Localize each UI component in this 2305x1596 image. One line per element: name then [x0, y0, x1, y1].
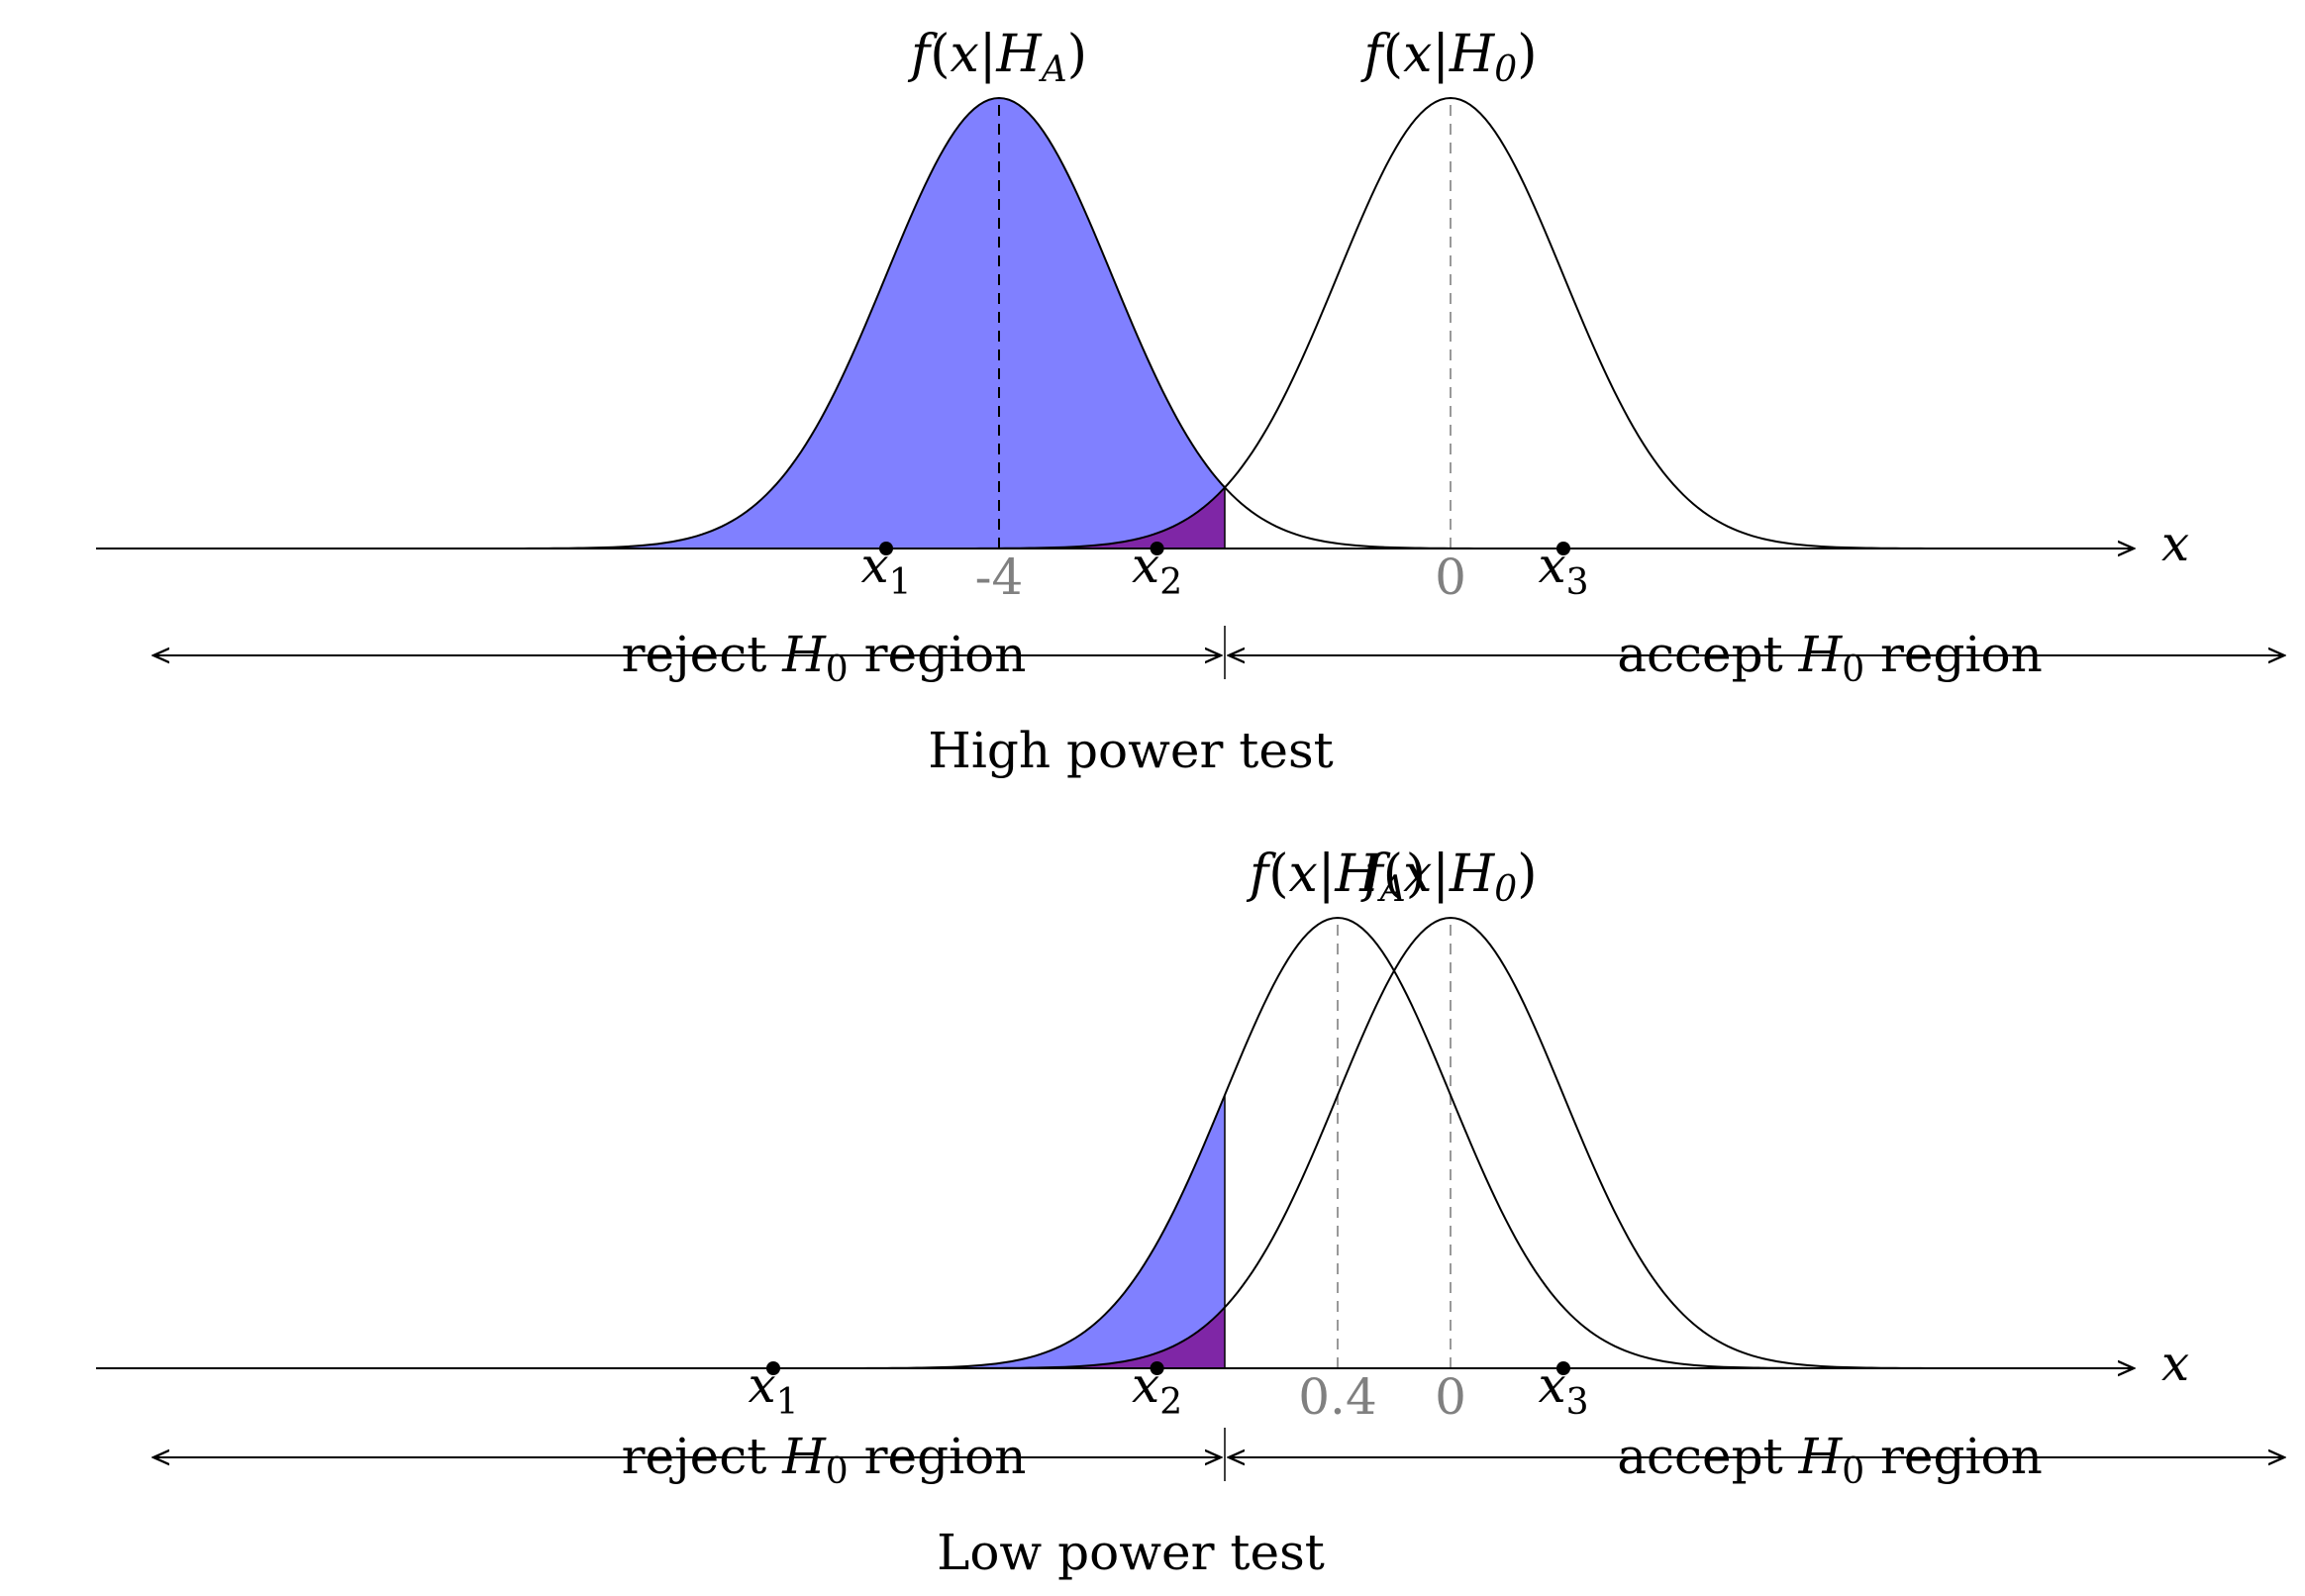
point-x1	[879, 542, 893, 555]
overlap-area	[886, 487, 1225, 549]
point-label-x2: x2	[1132, 1356, 1182, 1423]
x-axis-label: x	[2161, 1335, 2189, 1392]
reject-region-label: reject H0 region	[622, 1428, 1027, 1492]
null-density-curve	[807, 916, 2094, 1369]
alternative-density-curve	[355, 96, 1643, 549]
alternative-rejection-area	[435, 98, 1225, 549]
point-label-x1: x1	[748, 1356, 798, 1423]
point-x2	[1150, 542, 1164, 555]
panel-low-power: x 0.4 0 x1 x2 x3 f(x|HA)f(x|H0) reject H0 regio…	[96, 845, 2284, 1581]
point-label-x1: x1	[860, 537, 911, 603]
point-x3	[1556, 1361, 1570, 1375]
null-density-curve	[807, 96, 2094, 549]
accept-region-label: accept H0 region	[1617, 626, 2043, 690]
point-label-x3: x3	[1538, 537, 1588, 603]
accept-region-label: accept H0 region	[1617, 1428, 2043, 1492]
panel-high-power: x -4 0 x1 x2 x3 f(x|HA) f(x|H0) reject H0 region…	[96, 25, 2284, 779]
tick-label: 0	[1435, 549, 1466, 606]
point-x3	[1556, 542, 1570, 555]
tick-label: 0.4	[1298, 1368, 1377, 1426]
alternative-rejection-area	[773, 1095, 1225, 1368]
reject-region-label: reject H0 region	[622, 626, 1027, 690]
tick-label: -4	[975, 549, 1024, 606]
point-x1	[766, 1361, 780, 1375]
point-label-x3: x3	[1538, 1356, 1588, 1423]
point-label-x2: x2	[1132, 537, 1182, 603]
alternative-density-label: f(x|HA)	[907, 25, 1087, 90]
alternative-density-label: f(x|HA)	[1246, 845, 1426, 910]
null-density-label: f(x|H0)	[1360, 25, 1538, 90]
panel-caption: Low power test	[937, 1524, 1325, 1581]
x-axis-label: x	[2161, 515, 2189, 572]
tick-label: 0	[1435, 1368, 1466, 1426]
null-density-label: f(x|H0)	[1360, 845, 1538, 910]
panel-caption: High power test	[928, 722, 1333, 779]
overlap-area	[886, 1307, 1225, 1368]
point-x2	[1150, 1361, 1164, 1375]
